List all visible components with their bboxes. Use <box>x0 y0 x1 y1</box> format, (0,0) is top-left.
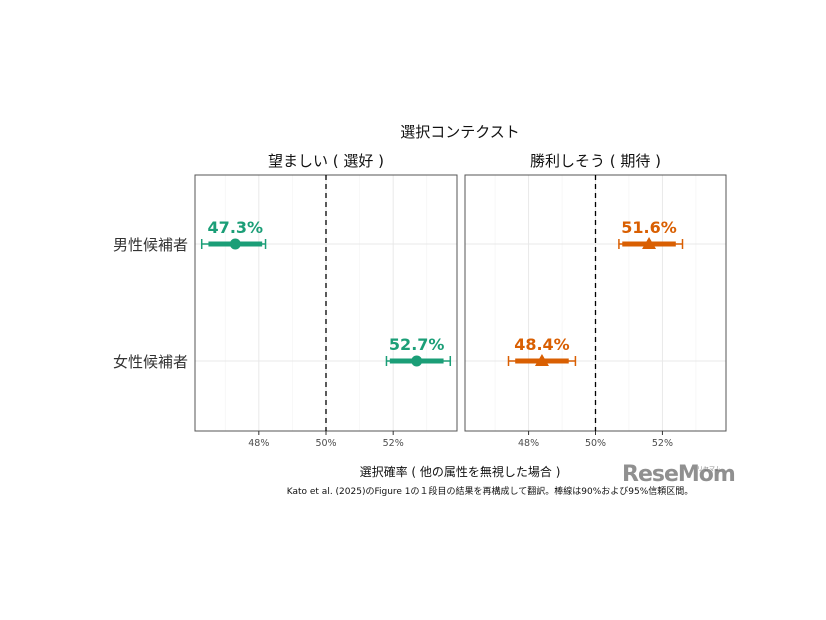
estimate-point <box>229 238 241 250</box>
x-axis-label: 選択確率 ( 他の属性を無視した場合 ) <box>360 464 561 479</box>
estimate-point <box>642 237 657 249</box>
y-category-label: 男性候補者 <box>113 236 188 254</box>
value-label: 52.7% <box>389 335 445 354</box>
overall-title: 選択コンテクスト <box>400 123 520 141</box>
panel-title: 勝利しそう ( 期待 ) <box>530 152 661 170</box>
value-label: 48.4% <box>514 335 570 354</box>
value-label: 47.3% <box>208 218 264 237</box>
value-label: 51.6% <box>621 218 677 237</box>
x-tick-label: 48% <box>248 438 269 449</box>
x-tick-label: 50% <box>585 438 606 449</box>
resemom-watermark-kana: リセマム <box>697 466 722 473</box>
estimate-point <box>411 355 423 367</box>
panel-title: 望ましい ( 選好 ) <box>268 152 384 170</box>
x-tick-label: 48% <box>518 438 539 449</box>
resemom-watermark: ReseMom <box>622 462 736 487</box>
y-category-label: 女性候補者 <box>113 353 188 371</box>
chart-caption: Kato et al. (2025)のFigure 1の１段目の結果を再構成して… <box>287 485 694 497</box>
x-tick-label: 52% <box>383 438 404 449</box>
x-tick-label: 50% <box>315 438 336 449</box>
estimate-point <box>534 354 549 366</box>
x-tick-label: 52% <box>652 438 673 449</box>
